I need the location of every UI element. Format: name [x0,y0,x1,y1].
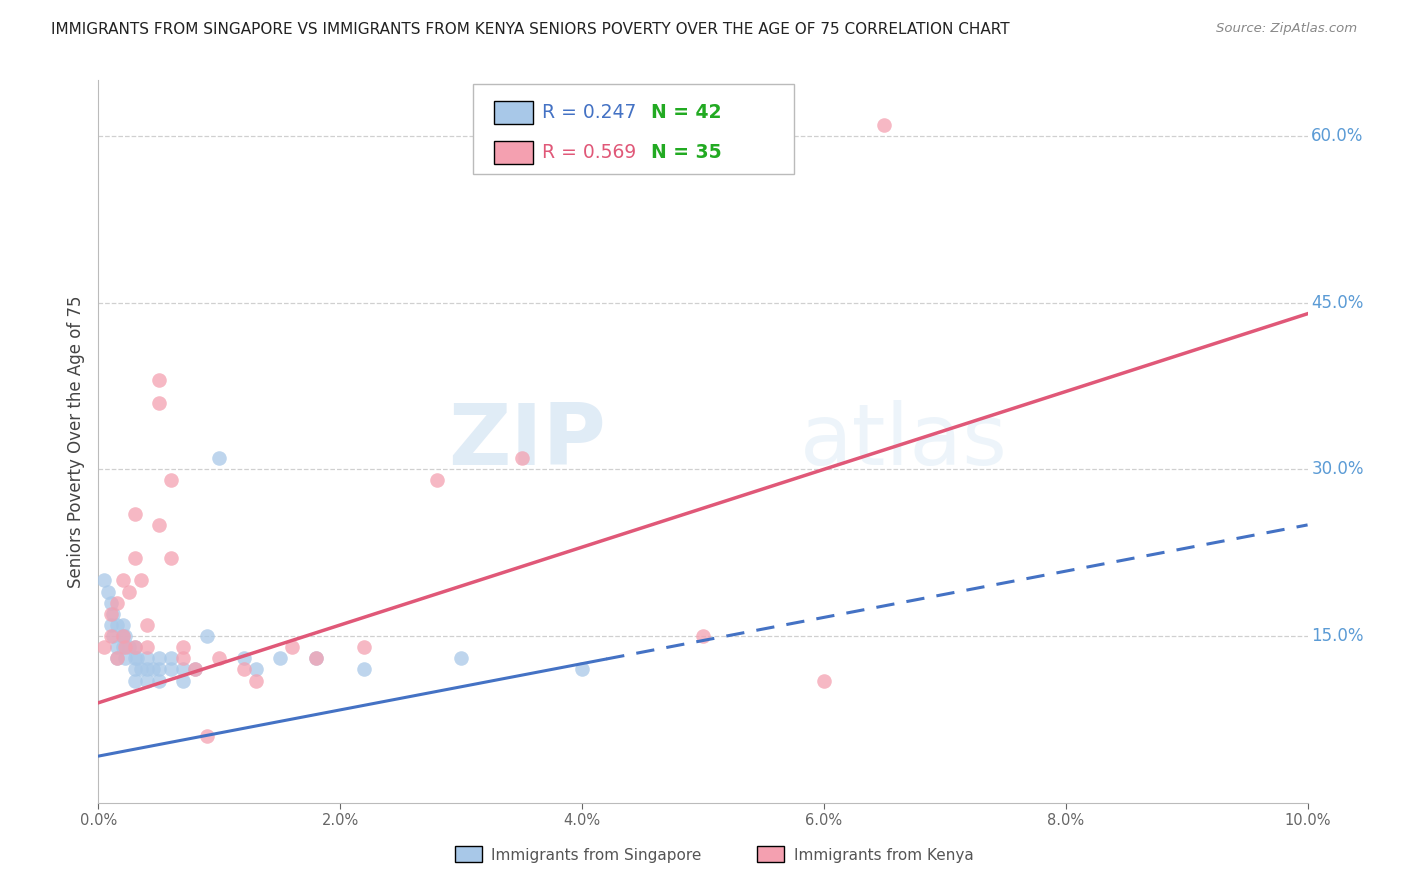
Point [148,651,170,665]
Point [93,640,115,655]
Point [105,596,128,610]
Point [111,618,134,632]
Point [129,662,152,676]
Point [195,629,218,643]
Point [124,640,146,655]
Point [105,651,128,665]
Point [184,662,207,676]
Point [105,651,128,665]
Point [100,629,122,643]
FancyBboxPatch shape [474,84,793,174]
Point [148,662,170,676]
Point [97,584,120,599]
Point [160,651,183,665]
Point [172,640,194,655]
Point [160,551,183,566]
Point [100,607,122,621]
Point [105,640,128,655]
Text: 15.0%: 15.0% [1312,627,1364,645]
Point [124,673,146,688]
Point [245,673,267,688]
Point [692,629,714,643]
Point [105,618,128,632]
Point [142,662,165,676]
Point [571,662,593,676]
Point [135,651,157,665]
Text: Immigrants from Singapore: Immigrants from Singapore [492,848,702,863]
Point [232,651,254,665]
Point [245,662,267,676]
Point [353,662,375,676]
Point [148,673,170,688]
Point [111,629,134,643]
Point [118,640,141,655]
Point [269,651,291,665]
Text: atlas: atlas [800,400,1008,483]
Text: N = 35: N = 35 [651,143,721,161]
Point [148,395,170,409]
Point [148,373,170,387]
Text: R = 0.247: R = 0.247 [543,103,637,122]
Point [172,673,194,688]
Point [127,651,149,665]
Point [184,662,207,676]
Point [160,662,183,676]
Point [114,640,136,655]
Text: 60.0%: 60.0% [1312,127,1364,145]
Point [172,662,194,676]
Point [426,474,449,488]
Text: N = 42: N = 42 [651,103,721,122]
Point [135,673,157,688]
Point [129,574,152,588]
Point [873,118,896,132]
Point [135,640,157,655]
Point [135,662,157,676]
Point [93,574,115,588]
Point [124,651,146,665]
Point [195,729,218,743]
Point [100,596,122,610]
Point [172,651,194,665]
Point [100,618,122,632]
Text: Source: ZipAtlas.com: Source: ZipAtlas.com [1216,22,1357,36]
Point [160,474,183,488]
Point [281,640,304,655]
Point [118,584,141,599]
FancyBboxPatch shape [494,141,533,164]
Point [353,640,375,655]
Point [813,673,835,688]
FancyBboxPatch shape [494,101,533,124]
Point [124,551,146,566]
Point [111,574,134,588]
FancyBboxPatch shape [456,847,482,862]
Point [124,507,146,521]
Point [305,651,328,665]
Point [114,651,136,665]
FancyBboxPatch shape [758,847,785,862]
Point [111,640,134,655]
Point [232,662,254,676]
Point [101,629,124,643]
Point [124,640,146,655]
Point [111,629,134,643]
Y-axis label: Seniors Poverty Over the Age of 75: Seniors Poverty Over the Age of 75 [66,295,84,588]
Point [510,451,533,466]
Text: Immigrants from Kenya: Immigrants from Kenya [794,848,973,863]
Point [208,651,231,665]
Point [208,451,231,466]
Point [148,517,170,532]
Text: 45.0%: 45.0% [1312,293,1364,311]
Point [305,651,328,665]
Point [450,651,472,665]
Point [135,618,157,632]
Text: ZIP: ZIP [449,400,606,483]
Text: IMMIGRANTS FROM SINGAPORE VS IMMIGRANTS FROM KENYA SENIORS POVERTY OVER THE AGE : IMMIGRANTS FROM SINGAPORE VS IMMIGRANTS … [51,22,1010,37]
Text: R = 0.569: R = 0.569 [543,143,637,161]
Text: 30.0%: 30.0% [1312,460,1364,478]
Point [101,607,124,621]
Point [124,662,146,676]
Point [114,629,136,643]
